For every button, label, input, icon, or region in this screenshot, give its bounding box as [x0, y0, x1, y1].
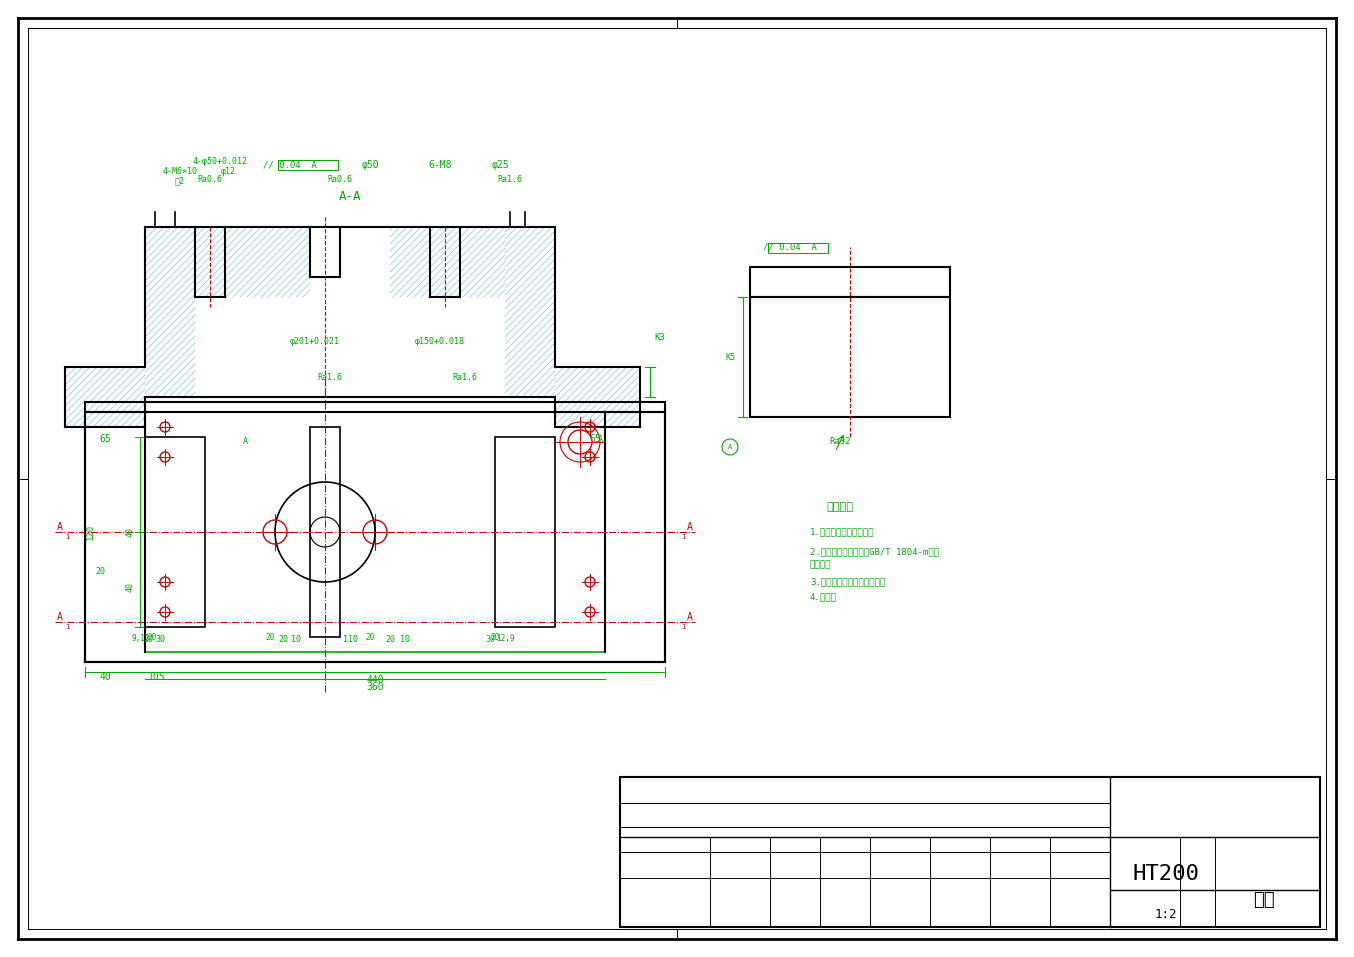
- Bar: [750, 297, 951, 417]
- Text: 12,9: 12,9: [496, 634, 515, 643]
- Text: φ50: φ50: [362, 160, 379, 170]
- Bar: [750, 267, 951, 297]
- Bar: [145, 437, 204, 627]
- Text: K5: K5: [724, 352, 735, 362]
- Text: 40: 40: [126, 582, 134, 592]
- Text: 20: 20: [148, 633, 157, 641]
- Bar: [145, 412, 605, 652]
- Text: φ12: φ12: [221, 167, 236, 175]
- Text: 65: 65: [589, 434, 601, 444]
- Bar: [496, 437, 555, 627]
- Text: 1: 1: [681, 624, 685, 630]
- Text: 360: 360: [366, 682, 383, 692]
- Text: 10: 10: [399, 634, 410, 643]
- Text: 技术要求: 技术要求: [826, 502, 853, 512]
- Text: 10: 10: [291, 634, 301, 643]
- Text: 2.尺寸公差未注明者按GB/T 1804-m，公: 2.尺寸公差未注明者按GB/T 1804-m，公: [810, 547, 940, 557]
- Text: 120: 120: [85, 523, 95, 540]
- Text: 20: 20: [265, 633, 275, 641]
- Text: A: A: [686, 612, 693, 622]
- Text: 1:2: 1:2: [1155, 908, 1177, 922]
- Text: 30: 30: [485, 634, 496, 643]
- Text: φ25: φ25: [492, 160, 509, 170]
- Bar: [85, 402, 665, 662]
- Text: φ150+0.018: φ150+0.018: [414, 338, 464, 346]
- Text: 1: 1: [681, 534, 685, 540]
- Text: 9,12: 9,12: [131, 634, 150, 643]
- Text: 20: 20: [95, 568, 106, 576]
- Text: Ra32: Ra32: [829, 437, 850, 447]
- Text: HT200: HT200: [1132, 864, 1200, 884]
- Text: 110: 110: [343, 634, 357, 643]
- Text: // 0.04  A: // 0.04 A: [764, 242, 816, 252]
- Text: Ra1.6: Ra1.6: [452, 372, 478, 382]
- Text: K3: K3: [654, 332, 665, 342]
- Text: 20: 20: [490, 633, 500, 641]
- Text: 差等级。: 差等级。: [810, 561, 831, 569]
- Text: Ra0.6: Ra0.6: [328, 174, 352, 184]
- Text: Ra0.6: Ra0.6: [198, 174, 222, 184]
- Text: 20: 20: [385, 634, 395, 643]
- Bar: [310, 427, 340, 637]
- Text: 1.未注明尺寸均按图示。: 1.未注明尺寸均按图示。: [810, 527, 875, 537]
- Text: 3.销除应力，除各锐边倒角。: 3.销除应力，除各锐边倒角。: [810, 577, 886, 587]
- Text: 20: 20: [278, 634, 288, 643]
- Text: // 0.04  A: // 0.04 A: [263, 161, 317, 169]
- Text: 105: 105: [148, 672, 165, 682]
- Text: A: A: [242, 437, 248, 447]
- Text: A: A: [57, 612, 62, 622]
- Text: 1: 1: [65, 624, 69, 630]
- Text: 4.涂漆。: 4.涂漆。: [810, 592, 837, 602]
- Text: 4-M6×10: 4-M6×10: [162, 167, 198, 176]
- Text: A: A: [597, 435, 603, 444]
- Text: 20: 20: [144, 634, 153, 643]
- Text: A: A: [686, 522, 693, 532]
- Text: 40: 40: [99, 672, 111, 682]
- Text: Ra1.6: Ra1.6: [497, 174, 523, 184]
- Text: 65: 65: [99, 434, 111, 444]
- Text: A-A: A-A: [338, 190, 362, 204]
- Bar: [768, 243, 829, 253]
- Text: 30: 30: [154, 634, 165, 643]
- Text: 深2: 深2: [175, 176, 185, 186]
- Text: 20: 20: [366, 633, 375, 641]
- Text: φ201+0.021: φ201+0.021: [290, 338, 340, 346]
- Text: Ra1.6: Ra1.6: [317, 372, 343, 382]
- Text: 具体: 具体: [1252, 891, 1275, 909]
- Text: 40: 40: [126, 527, 134, 537]
- Bar: [65, 367, 145, 427]
- Text: A: A: [728, 444, 733, 450]
- Bar: [620, 777, 1320, 927]
- Bar: [278, 160, 338, 170]
- Text: 1: 1: [65, 534, 69, 540]
- Text: 440: 440: [366, 675, 383, 685]
- Text: A: A: [57, 522, 62, 532]
- Text: 6-M8: 6-M8: [428, 160, 452, 170]
- Text: 4-φ50+0.012: 4-φ50+0.012: [192, 158, 248, 167]
